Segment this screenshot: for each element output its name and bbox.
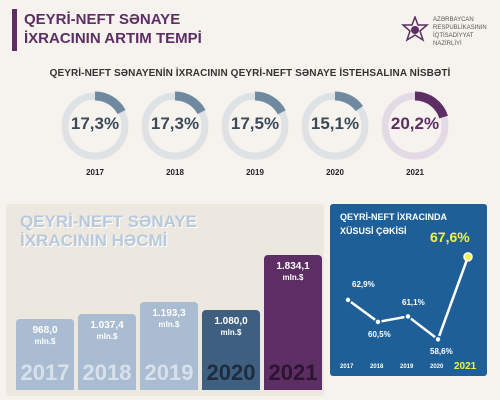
gauge-value: 15,1% — [310, 114, 360, 133]
share-title-line-1: QEYRİ-NEFT İXRACINDA — [340, 212, 448, 222]
gauge-fill — [254, 91, 286, 115]
share-year: 2021 — [454, 361, 477, 372]
gauge-value: 17,5% — [230, 114, 280, 133]
share-title: QEYRİ-NEFT İXRACINDA XÜSUSİ ÇƏKİSİ — [340, 210, 447, 238]
volume-bar-2020 — [202, 310, 260, 390]
gauge-year: 2018 — [166, 168, 184, 177]
gauge-value: 17,3% — [150, 114, 200, 133]
share-point-2017 — [344, 296, 352, 304]
share-label: 61,1% — [402, 298, 425, 308]
ratio-gauges: 17,3% 2017 17,3% 2018 17,5% 2019 15,1% 2020 20,2… — [0, 86, 500, 186]
volume-bar-2017 — [16, 318, 74, 390]
gauge-year: 2020 — [326, 168, 344, 177]
volume-year: 2021 — [268, 360, 318, 385]
share-title-line-2: XÜSUSİ ÇƏKİSİ — [340, 226, 407, 236]
export-volume-panel: QEYRİ-NEFT SƏNAYE İXRACININ HƏCMİ 968,0 m… — [6, 204, 324, 396]
volume-unit: mln.$ — [282, 272, 304, 282]
volume-value: 968,0 mln.$ — [15, 325, 75, 347]
share-point-2021 — [463, 252, 473, 262]
volume-title-line-2: İXRACININ HƏCMİ — [20, 231, 168, 250]
gauge-2017: 17,3% 2017 — [56, 86, 134, 182]
volume-title: QEYRİ-NEFT SƏNAYE İXRACININ HƏCMİ — [20, 212, 197, 250]
share-point-2019 — [404, 312, 412, 321]
volume-bar-2021 — [264, 254, 322, 390]
gauge-2021: 20,2% 2021 — [376, 86, 454, 182]
volume-value: 1.037,4 mln.$ — [77, 320, 137, 342]
volume-bar-2019 — [140, 302, 198, 390]
gauge-value: 20,2% — [390, 114, 440, 133]
volume-year: 2019 — [144, 360, 194, 385]
gauge-year: 2017 — [86, 168, 104, 177]
share-label: 58,6% — [430, 347, 453, 357]
volume-unit: mln.$ — [158, 320, 180, 330]
gauge-2020: 15,1% 2020 — [296, 86, 374, 182]
share-year: 2018 — [370, 364, 384, 370]
share-year: 2017 — [340, 364, 354, 370]
emblem-icon — [400, 16, 430, 42]
volume-title-line-1: QEYRİ-NEFT SƏNAYE — [20, 212, 198, 231]
share-label: 62,9% — [352, 279, 375, 289]
share-point-2020 — [434, 335, 442, 344]
volume-unit: mln.$ — [34, 336, 56, 346]
gauge-fill — [334, 91, 364, 112]
volume-number: 968,0 — [32, 324, 58, 336]
volume-year: 2018 — [82, 360, 132, 385]
ministry-line-1: AZƏRBAYCAN — [433, 17, 474, 23]
gauge-2019: 17,5% 2019 — [216, 86, 294, 182]
gauge-fill — [174, 91, 206, 115]
header: QEYRİ-NEFT SƏNAYE İXRACININ ARTIM TEMPİ … — [0, 0, 500, 60]
volume-number: 1.834,1 — [276, 260, 310, 272]
share-label: 60,5% — [368, 329, 391, 339]
title-accent-bar — [12, 9, 17, 51]
volume-unit: mln.$ — [96, 331, 118, 341]
volume-value: 1.080,0 mln.$ — [201, 316, 261, 338]
gauge-year: 2019 — [246, 168, 264, 177]
ministry-line-3: İQTİSADİYYAT — [433, 33, 474, 39]
export-share-panel: QEYRİ-NEFT İXRACINDA XÜSUSİ ÇƏKİSİ 62,9%… — [330, 204, 487, 376]
share-year: 2019 — [400, 364, 414, 370]
volume-number: 1.037,4 — [90, 319, 124, 331]
gauge-2018: 17,3% 2018 — [136, 86, 214, 182]
volume-number: 1.080,0 — [214, 316, 248, 328]
gauge-value: 17,3% — [70, 114, 120, 133]
ministry-line-2: RESPUBLİKASININ — [433, 25, 487, 31]
share-label: 67,6% — [430, 228, 470, 245]
page-title: QEYRİ-NEFT SƏNAYE İXRACININ ARTIM TEMPİ — [24, 10, 254, 48]
share-year: 2020 — [430, 364, 444, 370]
gauge-fill — [414, 91, 448, 119]
volume-value: 1.193,3 mln.$ — [139, 308, 199, 330]
ministry-name: AZƏRBAYCAN RESPUBLİKASININ İQTİSADİYYAT … — [433, 16, 495, 48]
title-line-1: QEYRİ-NEFT SƏNAYE — [24, 11, 181, 28]
volume-unit: mln.$ — [220, 328, 242, 338]
share-point-2018 — [374, 318, 382, 326]
ratio-subtitle: QEYRİ-NEFT SƏNAYENİN İXRACININ QEYRİ-NEF… — [49, 68, 451, 79]
volume-value: 1.834,1 mln.$ — [263, 261, 323, 283]
volume-year: 2017 — [20, 360, 70, 385]
gauge-year: 2021 — [406, 168, 424, 177]
volume-number: 1.193,3 — [152, 308, 186, 320]
volume-bar-2018 — [78, 313, 136, 390]
gauge-fill — [94, 91, 126, 115]
share-line-chart — [344, 252, 473, 344]
title-line-2: İXRACININ ARTIM TEMPİ — [24, 30, 202, 47]
ministry-logo: AZƏRBAYCAN RESPUBLİKASININ İQTİSADİYYAT … — [400, 10, 495, 56]
ministry-line-4: NAZİRLİYİ — [433, 41, 462, 47]
volume-year: 2020 — [206, 360, 256, 385]
